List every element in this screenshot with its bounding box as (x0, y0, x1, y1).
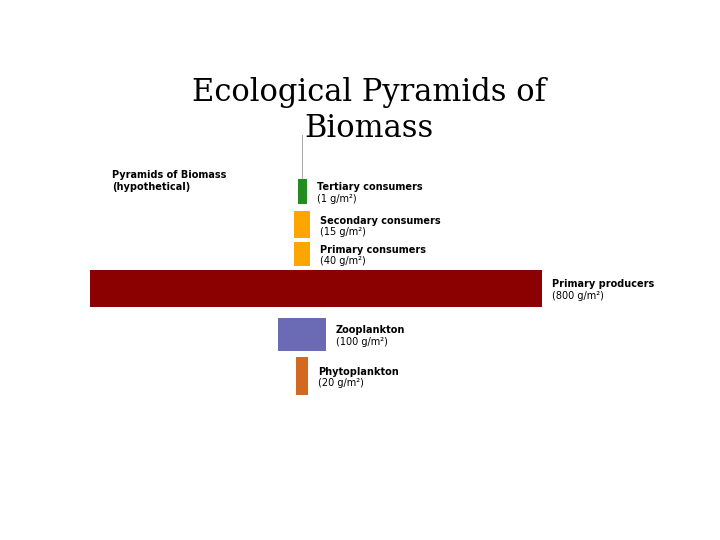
Text: (15 g/m²): (15 g/m²) (320, 227, 366, 238)
Text: (100 g/m²): (100 g/m²) (336, 337, 387, 347)
Text: (40 g/m²): (40 g/m²) (320, 256, 366, 266)
Text: Primary consumers: Primary consumers (320, 245, 426, 255)
Text: (1 g/m²): (1 g/m²) (317, 194, 356, 204)
Bar (297, 357, 307, 395)
Bar (297, 179, 307, 204)
Bar (294, 211, 310, 238)
Bar (62, 270, 542, 307)
Text: (20 g/m²): (20 g/m²) (318, 379, 364, 388)
Text: Phytoplankton: Phytoplankton (318, 367, 398, 377)
Text: Secondary consumers: Secondary consumers (320, 215, 441, 226)
Text: (800 g/m²): (800 g/m²) (552, 291, 604, 301)
Text: Primary producers: Primary producers (552, 279, 654, 289)
Text: Ecological Pyramids of
Biomass: Ecological Pyramids of Biomass (192, 77, 546, 144)
Bar (294, 241, 310, 266)
Text: Pyramids of Biomass
(hypothetical): Pyramids of Biomass (hypothetical) (112, 171, 227, 192)
Text: Tertiary consumers: Tertiary consumers (317, 183, 422, 192)
Text: Zooplankton: Zooplankton (336, 325, 405, 335)
Bar (279, 318, 325, 351)
